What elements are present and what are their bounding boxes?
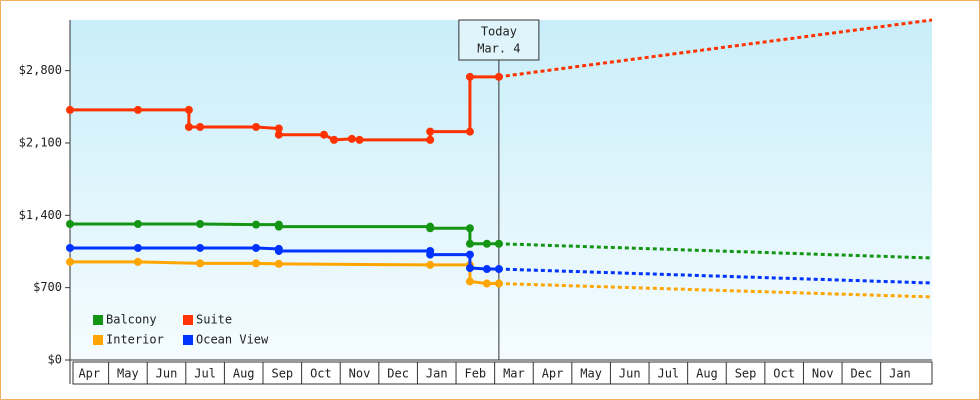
x-tick-label: Apr [78,367,100,381]
price-point [482,279,491,288]
x-tick-label: Feb [464,367,486,381]
x-tick-label: May [117,367,139,381]
x-tick-label: Jul [657,367,679,381]
price-point [184,105,193,114]
y-tick-label: $0 [48,353,62,367]
price-point [465,127,474,136]
price-point [347,134,356,143]
projection-line [498,242,933,260]
price-point [196,259,205,268]
price-point [355,135,364,144]
price-point [465,72,474,81]
price-point [482,265,491,274]
x-tick-label: Jun [156,367,178,381]
y-tick-label: $1,400 [19,208,62,222]
price-point [133,257,142,266]
legend-label: Suite [196,313,232,327]
price-point [252,259,261,268]
price-line [70,260,499,286]
x-tick-label: Jan [889,367,911,381]
legend-label: Ocean View [196,333,269,347]
y-tick-label: $2,100 [19,135,62,149]
price-point [252,220,261,229]
price-point [426,250,435,259]
price-point [133,243,142,252]
price-point [274,222,283,231]
x-tick-label: Oct [773,367,795,381]
legend-swatch [183,315,193,325]
plot-area [70,20,932,360]
price-point [133,105,142,114]
price-point [494,239,503,248]
today-box [458,19,540,61]
x-tick-label: Sep [271,367,293,381]
legend-label: Balcony [106,313,157,327]
x-tick-label: Aug [233,367,255,381]
projection-line [498,18,933,79]
x-tick-label: Dec [387,367,409,381]
price-point [133,220,142,228]
x-label-band [72,361,933,385]
price-point [494,279,503,288]
projection-line [498,267,933,285]
price-point [426,127,435,136]
x-tick-label: Sep [735,367,757,381]
x-tick-label: Oct [310,367,332,381]
price-point [66,105,74,114]
price-point [465,277,474,286]
legend-swatch [183,335,193,345]
x-tick-label: Aug [696,367,718,381]
x-tick-label: Apr [542,367,564,381]
price-point [196,122,205,131]
x-tick-label: Jul [194,367,216,381]
price-point [494,72,503,81]
price-point [66,257,74,266]
today-label: Mar. 4 [477,42,520,56]
price-point [66,243,74,252]
price-point [426,260,435,269]
legend-swatch [93,335,103,345]
x-tick-label: Jan [426,367,448,381]
price-point [482,239,491,248]
today-label: Today [481,25,517,39]
price-point [330,135,339,144]
price-point [465,224,474,233]
legend-swatch [93,315,103,325]
price-point [465,264,474,273]
y-tick-label: $700 [33,280,62,294]
price-point [426,224,435,233]
price-point [274,246,283,255]
price-point [320,130,329,139]
price-point [252,243,261,252]
x-tick-label: Nov [349,367,371,381]
price-point [252,122,261,131]
x-tick-label: Nov [812,367,834,381]
x-tick-label: Mar [503,367,525,381]
price-point [426,135,435,144]
price-point [465,250,474,259]
price-point [494,265,503,274]
price-point [184,122,193,131]
price-point [196,220,205,228]
price-point [274,124,283,133]
y-tick-label: $2,800 [19,63,62,77]
price-point [465,239,474,248]
price-point [196,243,205,252]
price-point [274,259,283,268]
x-tick-label: Dec [851,367,873,381]
projection-line [498,282,933,299]
x-tick-label: May [580,367,602,381]
price-point [66,220,74,228]
legend-label: Interior [106,333,164,347]
x-tick-label: Jun [619,367,641,381]
price-point [274,130,283,139]
